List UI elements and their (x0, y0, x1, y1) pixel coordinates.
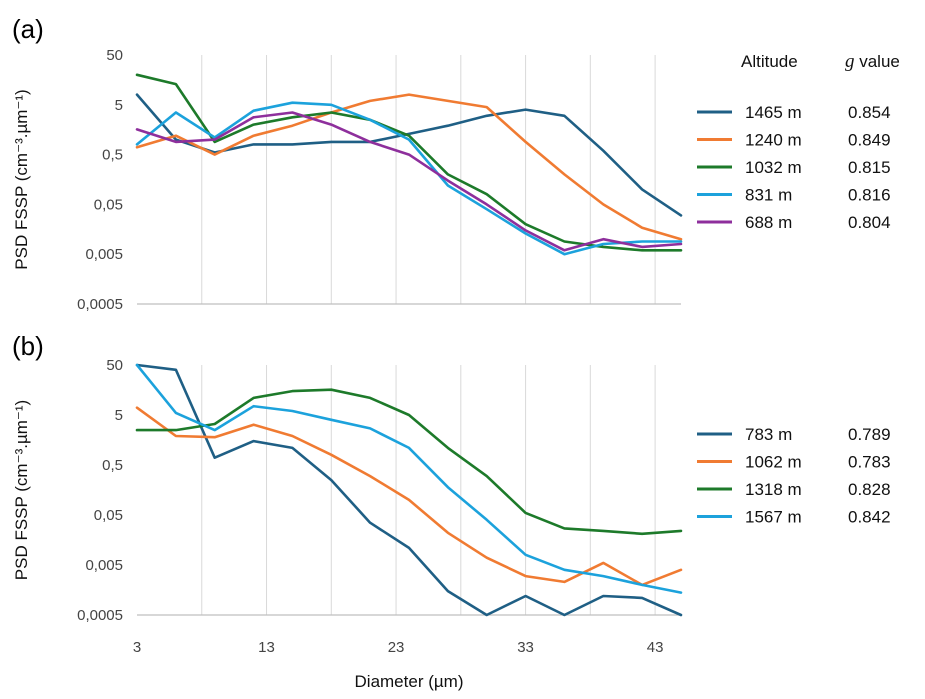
series-line (135, 101, 683, 256)
legend-altitude: 1567 m (745, 508, 802, 527)
x-tick-label: 43 (647, 639, 664, 656)
legend-g-value: 0.849 (848, 131, 891, 150)
series-line (135, 363, 683, 594)
y-axis-label: PSD FSSP (cm⁻³.µm⁻¹) (12, 89, 31, 269)
legend-g-value: 0.804 (848, 213, 891, 232)
y-axis-label: PSD FSSP (cm⁻³.µm⁻¹) (12, 400, 31, 580)
x-axis-label: Diameter (µm) (355, 672, 464, 691)
series-line (135, 388, 683, 536)
x-tick-label: 3 (133, 639, 141, 656)
y-tick-label: 0,05 (94, 507, 123, 524)
panel-label: (b) (12, 331, 44, 361)
y-tick-label: 50 (106, 357, 123, 374)
y-tick-label: 5 (115, 97, 123, 114)
series-line (135, 406, 683, 587)
series-line (135, 73, 683, 252)
panel-label: (a) (12, 14, 44, 44)
y-tick-label: 0,005 (85, 246, 123, 263)
legend-header-altitude: Altitude (741, 52, 798, 71)
series-line (135, 111, 683, 252)
y-tick-label: 5 (115, 407, 123, 424)
y-tick-label: 0,05 (94, 196, 123, 213)
panel-b: 50 5 0,5 0,05 0,005 0,0005 3 13 23 33 43 (b) PSD FSS… (12, 331, 891, 691)
x-tick-label: 23 (388, 639, 405, 656)
legend-header-g: g value (845, 51, 900, 72)
legend-altitude: 1240 m (745, 131, 802, 150)
x-tick-label: 13 (258, 639, 275, 656)
y-tick-label: 0,0005 (77, 607, 123, 624)
legend-altitude: 1032 m (745, 158, 802, 177)
y-tick-label: 50 (106, 47, 123, 64)
legend-altitude: 1318 m (745, 480, 802, 499)
legend-g-value: 0.816 (848, 186, 891, 205)
legend-g-value: 0.854 (848, 103, 891, 122)
legend-altitude: 1062 m (745, 453, 802, 472)
series-line (135, 93, 683, 241)
legend-g-value: 0.815 (848, 158, 891, 177)
x-tick-label: 33 (517, 639, 534, 656)
series-line (135, 363, 683, 617)
legend-header-g-symbol: g (845, 51, 855, 72)
legend-altitude: 1465 m (745, 103, 802, 122)
series-line (135, 93, 683, 217)
legend-g-value: 0.789 (848, 425, 891, 444)
y-tick-label: 0,5 (102, 147, 123, 164)
legend-altitude: 831 m (745, 186, 792, 205)
panel-a: 50 5 0,5 0,05 0,005 0,0005 (a) PSD FSSP (cm⁻³.µ… (12, 14, 900, 313)
y-tick-label: 0,0005 (77, 296, 123, 313)
legend-g-value: 0.783 (848, 453, 891, 472)
legend-header-g-suffix: value (855, 52, 900, 71)
legend-altitude: 688 m (745, 213, 792, 232)
y-tick-label: 0,005 (85, 557, 123, 574)
legend-g-value: 0.828 (848, 480, 891, 499)
legend-g-value: 0.842 (848, 508, 891, 527)
y-tick-label: 0,5 (102, 457, 123, 474)
legend-altitude: 783 m (745, 425, 792, 444)
